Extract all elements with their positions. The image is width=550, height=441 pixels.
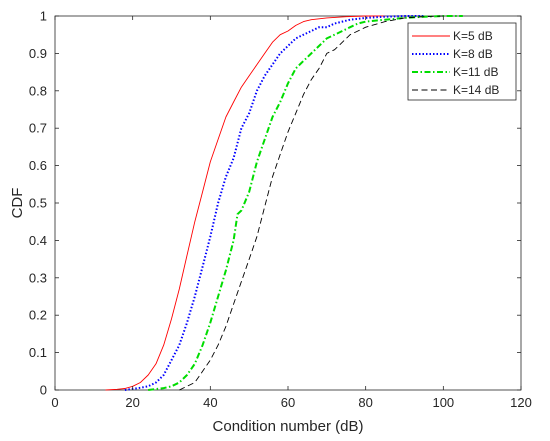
y-tick-label: 0.3 [29, 270, 47, 285]
y-axis-label: CDF [9, 188, 26, 219]
x-tick-label: 20 [125, 395, 139, 410]
y-tick-label: 0.1 [29, 345, 47, 360]
series-line-4 [179, 15, 444, 391]
x-tick-label: 100 [432, 395, 454, 410]
y-tick-label: 0 [40, 383, 47, 398]
y-tick-label: 0.7 [29, 121, 47, 136]
x-tick-label: 80 [358, 395, 372, 410]
y-tick-label: 0.2 [29, 308, 47, 323]
legend-label-3: K=11 dB [453, 65, 498, 79]
x-tick-label: 120 [510, 395, 532, 410]
legend: K=5 dB K=8 dB K=11 dB K=14 dB [407, 22, 517, 101]
x-axis-label: Condition number (dB) [213, 418, 364, 435]
y-tick-label: 0.8 [29, 83, 47, 98]
x-tick-label: 60 [281, 395, 295, 410]
ticks-layer: 0 20 40 60 80 100 120 0 0.1 0.2 0.3 0.4 0.5 0.6 0.7 0.8… [29, 9, 532, 411]
y-tick-label: 0.4 [29, 233, 47, 248]
series-line-2 [124, 15, 424, 391]
y-tick-label: 1 [40, 9, 47, 24]
series-line-3 [148, 15, 463, 391]
y-tick-label: 0.6 [29, 158, 47, 173]
series-line-1 [105, 15, 386, 391]
legend-label-2: K=8 dB [453, 47, 493, 61]
y-tick-label: 0.5 [29, 196, 47, 211]
legend-label-4: K=14 dB [453, 83, 499, 97]
x-tick-label: 40 [203, 395, 217, 410]
series-layer [105, 15, 463, 391]
y-tick-label: 0.9 [29, 46, 47, 61]
legend-label-1: K=5 dB [453, 29, 493, 43]
x-tick-label: 0 [51, 395, 58, 410]
